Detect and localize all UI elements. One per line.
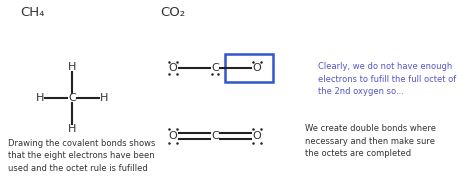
Text: O: O: [169, 63, 177, 73]
Text: O: O: [253, 131, 261, 141]
Text: CO₂: CO₂: [160, 6, 185, 19]
Text: O: O: [253, 63, 261, 73]
Text: C: C: [68, 93, 76, 103]
Text: Clearly, we do not have enough
electrons to fufill the full octet of
the 2nd oxy: Clearly, we do not have enough electrons…: [318, 62, 456, 96]
Text: O: O: [169, 131, 177, 141]
Bar: [225, 54, 273, 82]
Text: H: H: [36, 93, 44, 103]
Text: CH₄: CH₄: [20, 6, 45, 19]
Text: C: C: [211, 63, 219, 73]
Text: C: C: [211, 131, 219, 141]
Text: H: H: [100, 93, 108, 103]
Text: H: H: [68, 62, 76, 72]
Text: Drawing the covalent bonds shows
that the eight electrons have been
used and the: Drawing the covalent bonds shows that th…: [8, 139, 155, 173]
Text: We create double bonds where
necessary and then make sure
the octets are complet: We create double bonds where necessary a…: [305, 124, 436, 158]
Text: H: H: [68, 124, 76, 134]
